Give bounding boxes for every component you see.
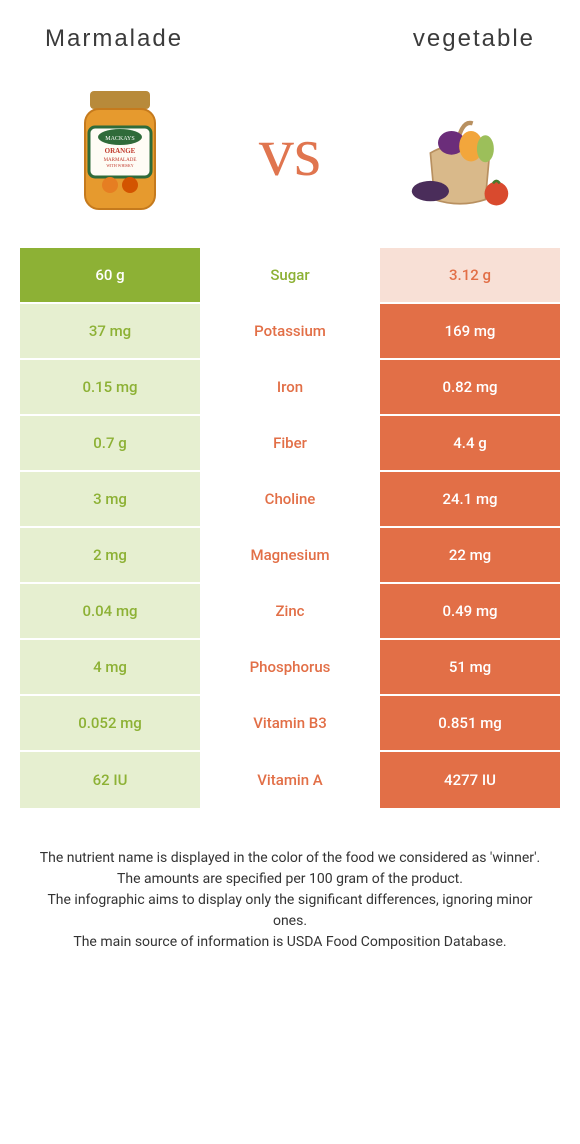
table-row: 37 mgPotassium169 mg	[20, 304, 560, 360]
table-row: 0.052 mgVitamin B30.851 mg	[20, 696, 560, 752]
footer-line: The main source of information is USDA F…	[30, 932, 550, 953]
table-row: 0.7 gFiber4.4 g	[20, 416, 560, 472]
cell-left-value: 4 mg	[20, 640, 200, 694]
footer-line: The amounts are specified per 100 gram o…	[30, 869, 550, 890]
cell-left-value: 2 mg	[20, 528, 200, 582]
svg-text:ORANGE: ORANGE	[105, 147, 136, 155]
table-row: 2 mgMagnesium22 mg	[20, 528, 560, 584]
marmalade-image: MACKAYS ORANGE MARMALADE WITH WHISKY	[50, 78, 190, 228]
cell-nutrient-name: Phosphorus	[200, 640, 380, 694]
table-row: 0.15 mgIron0.82 mg	[20, 360, 560, 416]
table-row: 3 mgCholine24.1 mg	[20, 472, 560, 528]
cell-nutrient-name: Fiber	[200, 416, 380, 470]
cell-right-value: 4277 IU	[380, 752, 560, 808]
svg-text:WITH WHISKY: WITH WHISKY	[106, 163, 133, 168]
header-right: vegetable	[413, 25, 535, 53]
cell-right-value: 0.851 mg	[380, 696, 560, 750]
cell-nutrient-name: Zinc	[200, 584, 380, 638]
svg-text:MACKAYS: MACKAYS	[105, 136, 134, 142]
cell-nutrient-name: Iron	[200, 360, 380, 414]
cell-left-value: 3 mg	[20, 472, 200, 526]
cell-left-value: 0.052 mg	[20, 696, 200, 750]
table-row: 62 IUVitamin A4277 IU	[20, 752, 560, 808]
cell-nutrient-name: Vitamin A	[200, 752, 380, 808]
header-left: Marmalade	[45, 25, 183, 53]
cell-nutrient-name: Potassium	[200, 304, 380, 358]
cell-nutrient-name: Sugar	[200, 248, 380, 302]
cell-left-value: 0.15 mg	[20, 360, 200, 414]
cell-right-value: 4.4 g	[380, 416, 560, 470]
cell-right-value: 24.1 mg	[380, 472, 560, 526]
table-row: 0.04 mgZinc0.49 mg	[20, 584, 560, 640]
cell-right-value: 169 mg	[380, 304, 560, 358]
vegetable-image	[390, 78, 530, 228]
cell-left-value: 60 g	[20, 248, 200, 302]
footer-line: The nutrient name is displayed in the co…	[30, 848, 550, 869]
vs-label: vs	[259, 113, 321, 193]
cell-left-value: 0.04 mg	[20, 584, 200, 638]
cell-right-value: 51 mg	[380, 640, 560, 694]
cell-right-value: 22 mg	[380, 528, 560, 582]
cell-nutrient-name: Choline	[200, 472, 380, 526]
cell-nutrient-name: Vitamin B3	[200, 696, 380, 750]
cell-nutrient-name: Magnesium	[200, 528, 380, 582]
table-row: 4 mgPhosphorus51 mg	[20, 640, 560, 696]
cell-left-value: 37 mg	[20, 304, 200, 358]
footer-notes: The nutrient name is displayed in the co…	[0, 808, 580, 983]
footer-line: The infographic aims to display only the…	[30, 890, 550, 932]
cell-left-value: 62 IU	[20, 752, 200, 808]
cell-right-value: 3.12 g	[380, 248, 560, 302]
cell-right-value: 0.49 mg	[380, 584, 560, 638]
cell-right-value: 0.82 mg	[380, 360, 560, 414]
nutrient-table: 60 gSugar3.12 g37 mgPotassium169 mg0.15 …	[20, 248, 560, 808]
table-row: 60 gSugar3.12 g	[20, 248, 560, 304]
cell-left-value: 0.7 g	[20, 416, 200, 470]
